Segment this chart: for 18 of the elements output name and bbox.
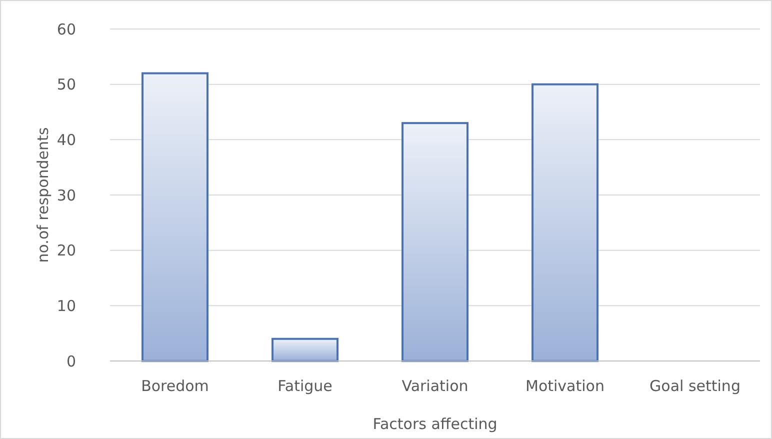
y-tick-label: 10 xyxy=(56,296,76,315)
bar xyxy=(142,72,208,362)
y-tick-label: 0 xyxy=(66,352,76,370)
x-axis-title: Factors affecting xyxy=(372,415,498,433)
x-tick-label: Boredom xyxy=(141,377,209,395)
y-tick-label: 20 xyxy=(56,242,76,260)
x-tick-label: Variation xyxy=(402,377,468,395)
bar xyxy=(402,122,468,362)
x-tick-label: Motivation xyxy=(526,377,604,395)
bar xyxy=(532,83,598,362)
y-axis-title: no.of respondents xyxy=(34,127,52,263)
x-tick-label: Fatigue xyxy=(278,377,332,395)
bar xyxy=(272,338,338,362)
y-tick-label: 30 xyxy=(56,186,76,204)
y-tick-label: 40 xyxy=(56,130,76,149)
x-tick-label: Goal setting xyxy=(650,377,740,395)
y-tick-label: 50 xyxy=(56,76,76,94)
y-tick-label: 60 xyxy=(56,20,76,38)
